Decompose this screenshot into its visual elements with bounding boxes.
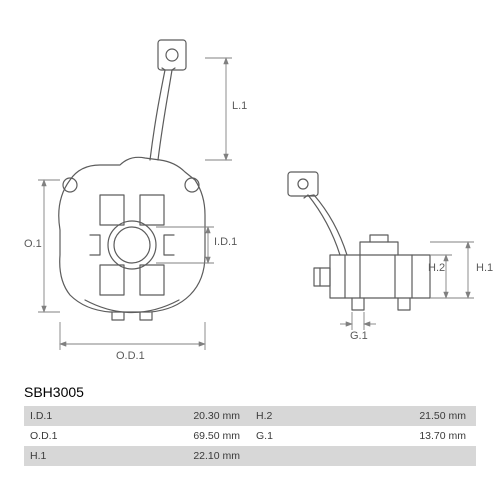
cell-val: 21.50 mm: [304, 410, 476, 422]
cell-key: I.D.1: [24, 410, 78, 422]
part-number: SBH3005: [24, 384, 84, 400]
cell-val: 22.10 mm: [78, 450, 250, 462]
front-dims: [38, 58, 232, 350]
cell-key: H.1: [24, 450, 78, 462]
cell-key: O.D.1: [24, 430, 78, 442]
front-view: [59, 40, 205, 320]
cell-val: 69.50 mm: [78, 430, 250, 442]
dim-od1: O.D.1: [116, 350, 145, 362]
dim-o1: O.1: [24, 238, 42, 250]
cell-key: H.2: [250, 410, 304, 422]
dim-id1: I.D.1: [214, 236, 237, 248]
dim-h2: H.2: [428, 262, 445, 274]
cell-key: G.1: [250, 430, 304, 442]
dim-l1: L.1: [232, 100, 247, 112]
cell-val: 20.30 mm: [78, 410, 250, 422]
table-row: H.1 22.10 mm: [24, 446, 476, 466]
table-row: O.D.1 69.50 mm G.1 13.70 mm: [24, 426, 476, 446]
dim-h1: H.1: [476, 262, 493, 274]
side-view: [288, 172, 430, 310]
cell-val: 13.70 mm: [304, 430, 476, 442]
table-row: I.D.1 20.30 mm H.2 21.50 mm: [24, 406, 476, 426]
spec-table: I.D.1 20.30 mm H.2 21.50 mm O.D.1 69.50 …: [24, 406, 476, 466]
dim-g1: G.1: [350, 330, 368, 342]
